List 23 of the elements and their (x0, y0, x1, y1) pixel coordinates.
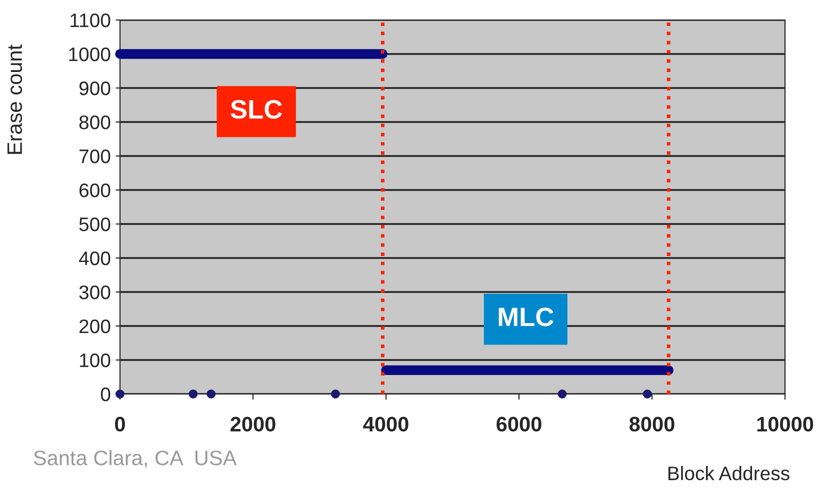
x-tick-label: 8000 (629, 416, 674, 432)
x-tick-label: 4000 (363, 416, 408, 432)
y-tick-label: 300 (79, 285, 110, 300)
y-tick-label: 600 (80, 183, 110, 198)
y-tick-label: 1000 (69, 47, 110, 62)
y-tick-label: 0 (100, 387, 110, 402)
y-tick-label: 500 (79, 217, 110, 232)
x-axis-title: Block Address (668, 466, 790, 480)
annotation: SLC (230, 100, 282, 119)
y-axis-title: Erase count (8, 44, 22, 154)
annotation: MLC (498, 308, 554, 326)
y-tick-label: 900 (79, 81, 110, 96)
y-tick-label: 100 (80, 353, 110, 368)
y-tick-label: 800 (79, 115, 110, 130)
y-tick-label: 700 (80, 149, 110, 164)
y-tick-label: 1100 (70, 13, 110, 28)
text: Santa Clara, CA USA (34, 450, 237, 468)
x-tick-label: 6000 (496, 416, 542, 432)
y-tick-label: 400 (78, 251, 110, 266)
x-tick-label: 0 (115, 416, 125, 432)
x-tick-label: 10000 (757, 416, 814, 432)
y-tick-label: 200 (80, 319, 110, 334)
x-tick-label: 2000 (230, 416, 276, 432)
